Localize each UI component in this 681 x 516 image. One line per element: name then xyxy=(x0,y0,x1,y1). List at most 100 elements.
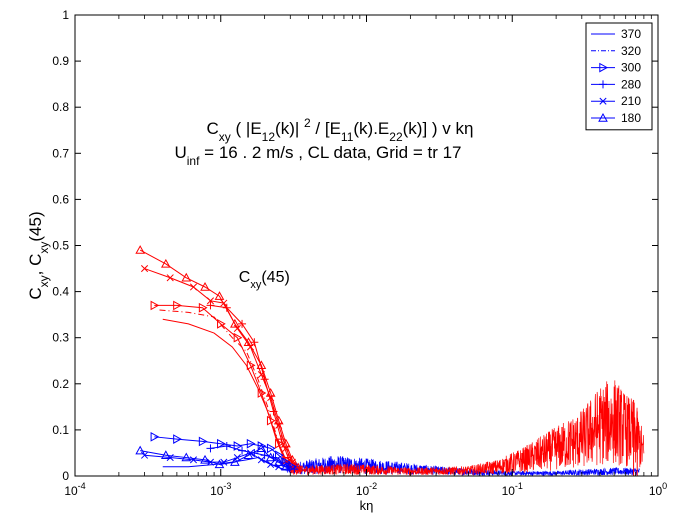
data-point-2-4 xyxy=(260,375,269,384)
data-point-0-7 xyxy=(256,360,267,370)
data-point-1-6 xyxy=(246,343,255,351)
data-point-3-1 xyxy=(173,300,182,311)
data-point-6-0 xyxy=(150,431,160,442)
x-tick-label: 10-3 xyxy=(210,481,231,498)
data-point-6-4 xyxy=(233,441,243,451)
x-tick-label: 10-1 xyxy=(502,481,523,498)
data-point-9-8 xyxy=(267,460,275,469)
data-point-2-1 xyxy=(222,303,231,312)
annotation-cxy45: Cxy(45) xyxy=(239,269,290,291)
x-tick-label: 10-2 xyxy=(356,481,377,498)
x-axis-label: kη xyxy=(360,498,374,513)
y-tick-label: 0.5 xyxy=(52,239,69,253)
legend-label-180: 180 xyxy=(621,111,641,125)
series-cxy45-triangle-up-0 xyxy=(139,249,299,468)
noise-band-cxy45 xyxy=(289,380,645,476)
data-point-0-0 xyxy=(135,245,146,254)
data-point-8-6 xyxy=(243,450,254,459)
legend-label-280: 280 xyxy=(621,77,641,91)
y-tick-label: 0.9 xyxy=(52,54,69,68)
data-point-1-8 xyxy=(267,394,275,402)
y-axis-label: Cxy, Cxy(45) xyxy=(26,211,51,299)
series-cxy45-triangle-right-3 xyxy=(154,304,293,468)
legend-label-210: 210 xyxy=(621,94,641,108)
data-point-6-8 xyxy=(275,450,284,461)
data-point-9-4 xyxy=(220,458,228,466)
x-tick-label: 100 xyxy=(649,481,667,498)
data-point-6-1 xyxy=(173,434,182,444)
legend-marker-210 xyxy=(599,97,607,105)
data-point-8-7 xyxy=(256,443,267,453)
data-point-8-5 xyxy=(230,457,240,466)
y-tick-label: 0.2 xyxy=(52,377,69,391)
data-point-3-7 xyxy=(266,415,276,426)
data-point-7-8 xyxy=(290,465,299,474)
data-point-8-2 xyxy=(181,452,192,462)
title-line-2: Uinf = 16 . 2 m/s , CL data, Grid = tr 1… xyxy=(174,143,461,168)
y-tick-label: 0.6 xyxy=(52,192,69,206)
data-point-8-0 xyxy=(135,445,146,455)
data-point-0-1 xyxy=(160,258,171,268)
y-tick-label: 0.1 xyxy=(52,423,69,437)
data-point-8-10 xyxy=(281,461,291,471)
noise-bands xyxy=(285,380,645,476)
data-point-1-1 xyxy=(166,274,174,282)
series-markers xyxy=(135,245,304,474)
series-cxy45-none-4 xyxy=(159,309,291,468)
legend-marker-280 xyxy=(599,80,607,89)
data-point-3-6 xyxy=(257,388,267,398)
plot-area-frame xyxy=(74,14,659,477)
data-point-8-8 xyxy=(265,452,276,462)
data-point-3-3 xyxy=(217,319,226,329)
data-point-7-3 xyxy=(250,448,259,457)
series-cxy-triangle-right-6 xyxy=(154,436,293,468)
data-point-0-10 xyxy=(281,438,291,448)
legend-box xyxy=(585,22,653,131)
data-point-9-6 xyxy=(246,449,255,457)
data-point-3-8 xyxy=(275,438,284,449)
data-point-7-1 xyxy=(222,442,231,451)
data-point-0-2 xyxy=(181,272,192,282)
y-tick-label: 0.7 xyxy=(52,146,69,160)
data-point-1-4 xyxy=(220,299,228,307)
y-tick-label: 1 xyxy=(62,8,69,22)
data-point-6-5 xyxy=(246,438,256,449)
data-point-0-8 xyxy=(265,387,276,397)
title-line-1: Cxy ( |E12(k)| 2 / [E11(k).E22(k)] ) v k… xyxy=(207,116,474,144)
data-point-2-3 xyxy=(250,338,259,347)
data-point-0-4 xyxy=(214,291,225,300)
data-point-6-7 xyxy=(266,443,276,454)
chart-title: Cxy ( |E12(k)| 2 / [E11(k).E22(k)] ) v k… xyxy=(174,116,473,168)
data-point-0-5 xyxy=(230,318,240,328)
data-point-7-2 xyxy=(238,446,247,455)
y-tick-label: 0.8 xyxy=(52,100,69,114)
legend-marker-300 xyxy=(599,62,609,73)
data-point-3-4 xyxy=(233,332,243,343)
data-point-2-2 xyxy=(238,319,247,328)
data-point-1-7 xyxy=(257,371,265,379)
data-point-9-3 xyxy=(206,458,215,466)
series-cxy-x-9 xyxy=(144,452,279,468)
data-point-8-9 xyxy=(273,457,284,466)
y-tick-label: 0.3 xyxy=(52,331,69,345)
data-point-6-2 xyxy=(198,436,208,447)
data-point-0-9 xyxy=(273,415,284,425)
data-point-3-2 xyxy=(198,302,208,313)
data-point-7-5 xyxy=(269,453,278,462)
data-point-9-1 xyxy=(166,454,174,462)
data-point-6-3 xyxy=(217,438,226,449)
data-point-1-9 xyxy=(275,421,283,429)
data-point-1-2 xyxy=(189,283,198,291)
legend-label-300: 300 xyxy=(621,61,641,75)
legend-marker-180 xyxy=(598,112,608,122)
data-point-2-0 xyxy=(206,301,215,310)
data-point-1-10 xyxy=(282,444,290,452)
data-point-1-3 xyxy=(206,297,215,305)
data-point-9-0 xyxy=(140,451,149,459)
data-point-2-6 xyxy=(277,435,286,444)
data-point-9-5 xyxy=(233,454,241,462)
noise-band-cxy xyxy=(285,456,640,476)
data-point-1-5 xyxy=(233,324,241,333)
cxy45-annotation: Cxy(45) xyxy=(239,269,290,291)
